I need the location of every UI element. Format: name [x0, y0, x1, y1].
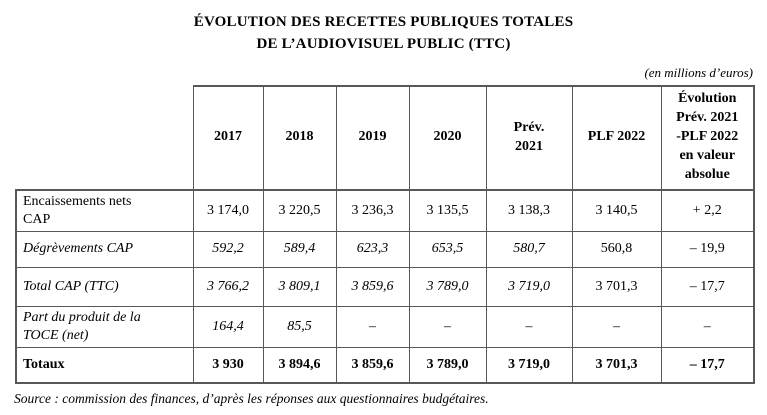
- value-cell: 3 701,3: [571, 266, 662, 307]
- page-title: ÉVOLUTION DES RECETTES PUBLIQUES TOTALES…: [193, 14, 574, 52]
- source-note: Source : commission des finances, d’aprè…: [14, 390, 489, 406]
- value-cell: – 19,9: [660, 230, 755, 268]
- column-header-2020: 2020: [408, 84, 487, 190]
- table-row-encaissements: Encaissements nets CAP 3 174,0 3 220,5 3…: [15, 188, 755, 232]
- value-cell: 580,7: [485, 230, 573, 268]
- column-header-2018: 2018: [262, 84, 337, 190]
- value-cell: –: [571, 305, 662, 349]
- value-cell: 3 174,0: [192, 188, 264, 232]
- value-cell: 589,4: [262, 230, 337, 268]
- value-cell: 3 719,0: [485, 347, 573, 384]
- revenue-table: 2017 2018 2019 2020 Prév. 2021 PLF 2022 …: [15, 84, 755, 384]
- row-label: Dégrèvements CAP: [15, 230, 194, 268]
- column-header-prev-2021: Prév. 2021: [485, 84, 573, 190]
- value-cell: 560,8: [571, 230, 662, 268]
- value-cell: 3 859,6: [335, 347, 410, 384]
- value-cell: 653,5: [408, 230, 487, 268]
- value-cell: 85,5: [262, 305, 337, 349]
- column-header-2017: 2017: [192, 84, 264, 190]
- value-cell: 3 719,0: [485, 266, 573, 307]
- value-cell: –: [335, 305, 410, 349]
- units-note: (en millions d’euros): [644, 64, 753, 80]
- value-cell: –: [660, 305, 755, 349]
- row-label: Part du produit de la TOCE (net): [15, 305, 194, 349]
- value-cell: 164,4: [192, 305, 264, 349]
- value-cell: 3 220,5: [262, 188, 337, 232]
- value-cell: 3 140,5: [571, 188, 662, 232]
- value-cell: –: [485, 305, 573, 349]
- table-row-degrevements: Dégrèvements CAP 592,2 589,4 623,3 653,5…: [15, 230, 755, 268]
- value-cell: 3 138,3: [485, 188, 573, 232]
- value-cell: 592,2: [192, 230, 264, 268]
- value-cell: 3 766,2: [192, 266, 264, 307]
- value-cell: 3 135,5: [408, 188, 487, 232]
- value-cell: + 2,2: [660, 188, 755, 232]
- table-row-total-cap: Total CAP (TTC) 3 766,2 3 809,1 3 859,6 …: [15, 266, 755, 307]
- value-cell: 3 894,6: [262, 347, 337, 384]
- value-cell: – 17,7: [660, 347, 755, 384]
- column-header-plf-2022: PLF 2022: [571, 84, 662, 190]
- value-cell: – 17,7: [660, 266, 755, 307]
- value-cell: 3 930: [192, 347, 264, 384]
- table-row-totaux: Totaux 3 930 3 894,6 3 859,6 3 789,0 3 7…: [15, 347, 755, 384]
- value-cell: 3 809,1: [262, 266, 337, 307]
- row-label: Total CAP (TTC): [15, 266, 194, 307]
- column-header-evolution: Évolution Prév. 2021 -PLF 2022 en valeur…: [660, 84, 755, 190]
- table-row-toce: Part du produit de la TOCE (net) 164,4 8…: [15, 305, 755, 349]
- header-blank-cell: [16, 85, 193, 190]
- value-cell: –: [408, 305, 487, 349]
- value-cell: 3 236,3: [335, 188, 410, 232]
- value-cell: 3 789,0: [408, 347, 487, 384]
- header-row: 2017 2018 2019 2020 Prév. 2021 PLF 2022 …: [16, 84, 755, 190]
- value-cell: 623,3: [335, 230, 410, 268]
- value-cell: 3 701,3: [571, 347, 662, 384]
- value-cell: 3 859,6: [335, 266, 410, 307]
- value-cell: 3 789,0: [408, 266, 487, 307]
- column-header-2019: 2019: [335, 84, 410, 190]
- row-label: Encaissements nets CAP: [15, 188, 194, 232]
- row-label: Totaux: [15, 347, 194, 384]
